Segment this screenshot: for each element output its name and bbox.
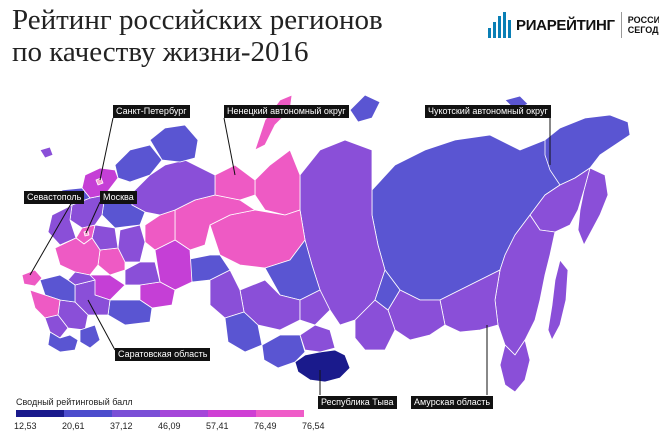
region-chukotka[interactable] (544, 114, 631, 186)
callout-spb: Санкт-Петербург (113, 105, 190, 118)
logo-brand: РИАРЕЙТИНГ (516, 16, 615, 34)
logo-sub-line-2: СЕГОДНЯ (627, 25, 659, 35)
region-novaya-zemlya[interactable] (254, 94, 293, 151)
callout-moscow: Москва (100, 191, 137, 204)
region-astrakhan[interactable] (79, 324, 101, 349)
region-altai[interactable] (261, 334, 306, 369)
leader-moscow (85, 201, 101, 234)
title-line-1: Рейтинг российских регионов (12, 4, 383, 36)
region-tyva[interactable] (294, 349, 351, 383)
callout-sevastopol: Севастополь (24, 191, 85, 204)
region-irkutsk[interactable] (374, 269, 401, 311)
region-khabarovsk[interactable] (494, 214, 556, 356)
region-bashkiria[interactable] (124, 261, 161, 286)
legend-color-scale (16, 410, 304, 417)
callout-nenets: Ненецкий автономный округ (224, 105, 349, 118)
callout-chukotka: Чукотский автономный округ (425, 105, 551, 118)
legend-swatch (208, 410, 256, 417)
page-title: Рейтинг российских регионов по качеству … (12, 4, 383, 68)
region-amur[interactable] (439, 269, 501, 333)
leader-saratov (87, 299, 116, 351)
region-penza[interactable] (67, 271, 96, 286)
legend-swatch (112, 410, 160, 417)
legend-swatch (160, 410, 208, 417)
callout-amur: Амурская область (411, 396, 494, 409)
legend-swatch (16, 410, 64, 417)
region-primorye[interactable] (499, 339, 531, 393)
region-kaliningrad[interactable] (39, 146, 54, 159)
region-altai-krai[interactable] (224, 311, 263, 353)
leader-sevastopol (29, 201, 73, 276)
region-kamchatka[interactable] (577, 167, 609, 246)
legend-swatch (64, 410, 112, 417)
logo-sub: РОССИЯ СЕГОДНЯ (628, 15, 659, 35)
region-sakhalin[interactable] (547, 259, 569, 341)
legend-tick-label: 76,54 (302, 421, 325, 431)
callout-tyva: Республика Тыва (318, 396, 397, 409)
legend-tick-label: 37,12 (110, 421, 133, 431)
logo-bars-icon (488, 12, 511, 38)
legend-tick-label: 46,09 (158, 421, 181, 431)
region-nenets[interactable] (214, 164, 256, 201)
ria-rating-logo: РИАРЕЙТИНГ РОССИЯ СЕГОДНЯ (488, 8, 659, 42)
legend-tick-label: 76,49 (254, 421, 277, 431)
legend-swatch (256, 410, 304, 417)
region-kemerovo[interactable] (299, 289, 331, 326)
title-line-2: по качеству жизни-2016 (12, 36, 309, 68)
region-murmansk[interactable] (149, 124, 199, 163)
region-yamal[interactable] (254, 149, 301, 216)
region-orenburg[interactable] (107, 299, 153, 326)
region-spb[interactable] (95, 177, 104, 186)
logo-sub-line-1: РОССИЯ (627, 15, 659, 25)
region-khakassia[interactable] (299, 324, 336, 353)
legend-tick-label: 20,61 (62, 421, 85, 431)
region-karelia[interactable] (114, 144, 163, 183)
legend-tick-label: 57,41 (206, 421, 229, 431)
leader-spb (99, 117, 114, 181)
callout-saratov: Саратовская область (115, 348, 211, 361)
legend-tick-label: 12,53 (14, 421, 37, 431)
legend-title: Сводный рейтинговый балл (16, 397, 133, 407)
leader-nenets (223, 117, 236, 176)
region-north-caucasus[interactable] (47, 331, 79, 353)
logo-separator (620, 12, 622, 38)
region-arctic-island[interactable] (349, 94, 381, 123)
region-belgorod-voronezh[interactable] (54, 237, 101, 276)
